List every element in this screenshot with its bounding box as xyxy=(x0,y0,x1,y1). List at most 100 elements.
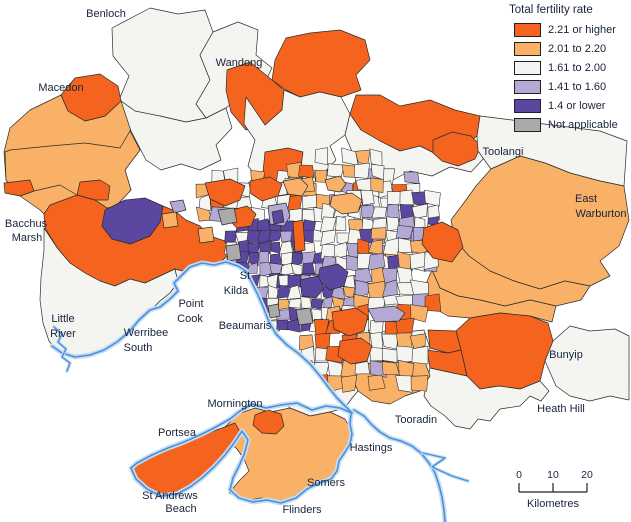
map-region xyxy=(329,192,363,215)
river xyxy=(53,326,71,372)
mosaic-cell xyxy=(424,189,441,207)
mosaic-cell xyxy=(396,224,414,239)
map-label: Heath Hill xyxy=(537,403,585,415)
map-region xyxy=(299,275,325,299)
map-region xyxy=(204,178,246,207)
map-label: Cook xyxy=(177,313,203,325)
scalebar-unit: Kilometres xyxy=(527,498,579,510)
map-label: Toolangi xyxy=(483,146,524,158)
map-label: Kilda xyxy=(224,285,249,297)
map-label: Hastings xyxy=(350,442,393,454)
legend-label: Not applicable xyxy=(548,118,618,131)
scalebar-number: 10 xyxy=(547,469,559,481)
mosaic-cell xyxy=(320,216,337,233)
map-region xyxy=(544,325,630,402)
water-body xyxy=(50,263,351,467)
mosaic-cell xyxy=(381,333,398,350)
mosaic-cell xyxy=(368,346,385,362)
mosaic-cell xyxy=(342,286,355,299)
mosaic-cell xyxy=(370,227,387,240)
mosaic-cell xyxy=(410,375,429,392)
legend-item: Not applicable xyxy=(492,115,631,134)
mosaic-cell xyxy=(386,191,402,206)
legend-item: 1.4 or lower xyxy=(492,96,631,115)
mosaic-cell xyxy=(298,164,315,179)
mosaic-cell xyxy=(382,347,398,363)
mosaic-cell xyxy=(323,296,334,310)
mosaic-cell xyxy=(258,240,272,255)
mosaic-cell xyxy=(396,345,415,363)
mosaic-cell xyxy=(411,203,428,219)
map-label: Macedon xyxy=(38,82,83,94)
mosaic-cell xyxy=(410,279,429,296)
mosaic-cell xyxy=(279,240,294,255)
map-label: Portsea xyxy=(158,427,197,439)
map-label: Benloch xyxy=(86,8,126,20)
mosaic-cell xyxy=(367,374,386,391)
mosaic-cell xyxy=(403,171,420,185)
mosaic-cell xyxy=(360,189,375,206)
map-region xyxy=(60,73,122,122)
mosaic-cell xyxy=(396,266,413,285)
map-region xyxy=(76,179,111,201)
mosaic-cell xyxy=(369,332,384,350)
map-region xyxy=(337,337,373,365)
legend-label: 2.01 to 2.20 xyxy=(548,42,607,55)
map-region xyxy=(432,131,482,167)
mosaic-cell xyxy=(335,215,347,231)
map-label: River xyxy=(50,328,76,340)
map-region xyxy=(267,303,281,319)
mosaic-cell xyxy=(341,374,358,393)
map-label: South xyxy=(124,342,153,354)
legend-swatch xyxy=(514,60,541,75)
map-label: Tooradin xyxy=(395,414,437,426)
map-label: St xyxy=(240,270,250,282)
map-label: Little xyxy=(51,313,74,325)
legend: Total fertility rate 2.21 or higher 2.01 … xyxy=(492,2,631,134)
mosaic-cell xyxy=(410,304,429,323)
mosaic-cell xyxy=(424,293,442,312)
legend-swatch xyxy=(514,22,541,37)
map-label: Bunyip xyxy=(549,349,583,361)
map-region xyxy=(331,307,369,337)
water-body xyxy=(335,410,445,522)
mosaic-cell xyxy=(288,298,303,309)
mosaic-cell xyxy=(292,251,303,266)
coastline xyxy=(51,261,353,414)
mosaic-cell xyxy=(327,163,345,178)
map-label: Flinders xyxy=(282,504,322,516)
map-label: Werribee xyxy=(124,327,168,339)
map-region xyxy=(217,207,238,226)
map-label: Bacchus xyxy=(5,218,48,230)
mosaic-cell xyxy=(411,345,429,365)
mosaic-cell xyxy=(355,178,373,192)
mosaic-cell xyxy=(287,274,302,289)
legend-item: 1.41 to 1.60 xyxy=(492,77,631,96)
scalebar-number: 20 xyxy=(581,469,593,481)
map-region xyxy=(295,307,314,326)
map-label: Warburton xyxy=(576,208,627,220)
map-label: Somers xyxy=(307,477,345,489)
mosaic-cell xyxy=(248,251,260,267)
map-region xyxy=(252,409,285,435)
map-region xyxy=(367,305,406,323)
coastline xyxy=(353,409,446,522)
map-label: Beach xyxy=(165,503,196,515)
map-region xyxy=(427,329,462,354)
mosaic-cell xyxy=(276,319,289,331)
map-label: Beaumaris xyxy=(219,320,272,332)
map-region xyxy=(271,29,371,98)
map-region xyxy=(292,219,306,253)
mosaic-cell xyxy=(287,318,301,333)
map-region xyxy=(249,176,283,202)
mosaic-cell xyxy=(409,333,426,350)
map-region xyxy=(421,221,464,263)
mosaic-cell xyxy=(369,148,383,167)
mosaic-cell xyxy=(314,147,328,166)
mosaic-cell xyxy=(371,206,387,219)
legend-item: 2.01 to 2.20 xyxy=(492,39,631,58)
mosaic-cell xyxy=(299,334,315,351)
legend-swatch xyxy=(514,117,541,132)
map-region xyxy=(120,100,233,171)
